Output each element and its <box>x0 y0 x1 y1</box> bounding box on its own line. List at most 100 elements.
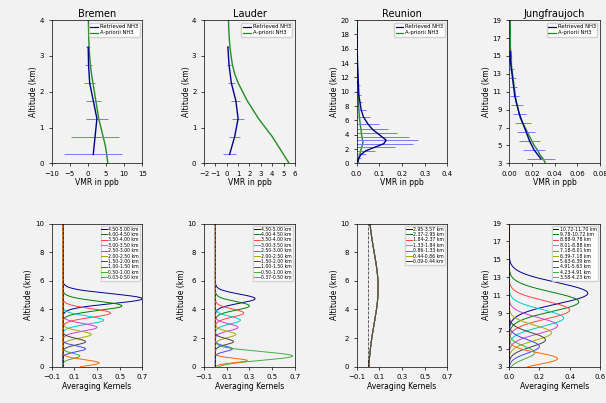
1.84-2.37 km <box>365 364 373 369</box>
9.78-10.72 km <box>507 328 514 332</box>
0.50-1.00 km <box>211 269 219 274</box>
2.37-2.95 km <box>373 269 381 274</box>
Y-axis label: Altitude (km): Altitude (km) <box>24 270 33 320</box>
7.18-8.01 km <box>505 221 513 226</box>
0.50-1.00 km <box>211 299 219 304</box>
Line: 7.18-8.01 km: 7.18-8.01 km <box>509 224 558 367</box>
2.50-3.00 km <box>229 328 236 332</box>
2.37-2.95 km <box>367 221 374 226</box>
7.18-8.01 km <box>505 256 513 261</box>
1.50-2.00 km <box>59 256 67 261</box>
Y-axis label: Altitude (km): Altitude (km) <box>330 270 339 320</box>
0.86-1.33 km <box>373 269 381 274</box>
Y-axis label: Altitude (km): Altitude (km) <box>182 66 190 117</box>
4.23-4.91 km <box>505 221 513 226</box>
10.72-11.70 km <box>562 299 570 304</box>
X-axis label: Averaging Kernels: Averaging Kernels <box>520 382 589 391</box>
0.44-0.86 km <box>374 299 381 304</box>
0.50-1.00 km <box>211 221 219 226</box>
0.37-0.50 km <box>211 299 219 304</box>
8.01-8.88 km <box>514 299 522 304</box>
4.23-4.91 km <box>511 339 518 344</box>
2.50-3.00 km <box>86 328 93 332</box>
6.39-7.18 km <box>505 364 513 369</box>
8.88-9.78 km <box>545 299 553 304</box>
1.50-2.00 km <box>211 269 219 274</box>
4.23-4.91 km <box>505 280 513 285</box>
2.95-3.57 km <box>375 280 382 285</box>
2.00-2.50 km <box>211 280 219 285</box>
4.91-5.63 km <box>505 280 513 285</box>
Line: 4.50-5.00 km: 4.50-5.00 km <box>215 224 255 367</box>
8.88-9.78 km <box>506 280 513 285</box>
3.00-3.50 km <box>59 339 67 344</box>
0.03-0.50 km <box>77 364 84 369</box>
2.50-3.00 km <box>59 280 67 285</box>
8.01-8.88 km <box>505 280 513 285</box>
4.00-4.50 km <box>211 280 219 285</box>
3.50-4.00 km <box>211 256 219 261</box>
1.50-2.00 km <box>59 280 67 285</box>
2.50-3.00 km <box>211 299 219 304</box>
0.09-0.44 km <box>370 328 377 332</box>
4.23-4.91 km <box>508 364 515 369</box>
Y-axis label: Altitude (km): Altitude (km) <box>482 270 491 320</box>
2.00-2.50 km <box>59 269 67 274</box>
0.03-0.50 km <box>59 221 67 226</box>
Title: Lauder: Lauder <box>233 9 267 19</box>
4.50-5.00 km <box>59 269 67 274</box>
Line: 8.88-9.78 km: 8.88-9.78 km <box>509 224 570 367</box>
3.00-3.50 km <box>59 256 67 261</box>
Line: 4.50-5.00 km: 4.50-5.00 km <box>63 224 142 367</box>
0.37-0.50 km <box>211 269 219 274</box>
Title: Bremen: Bremen <box>78 9 116 19</box>
2.37-2.95 km <box>371 256 379 261</box>
4.50-5.00 km <box>59 339 67 344</box>
5.63-6.39 km <box>519 328 527 332</box>
0.50-1.00 km <box>59 221 67 226</box>
4.50-5.00 km <box>211 328 219 332</box>
10.72-11.70 km <box>506 328 513 332</box>
5.63-6.39 km <box>541 339 548 344</box>
5.63-6.39 km <box>505 280 513 285</box>
4.00-4.50 km <box>234 299 241 304</box>
9.78-10.72 km <box>515 280 522 285</box>
3.58-4.23 km <box>505 269 513 274</box>
Y-axis label: Altitude (km): Altitude (km) <box>29 66 38 117</box>
1.00-1.50 km <box>211 364 219 369</box>
4.50-5.00 km <box>59 328 67 332</box>
Legend: 4.50-5.00 km, 4.00-4.50 km, 3.50-4.00 km, 3.00-3.50 km, 2.50-3.00 km, 2.00-2.50 : 4.50-5.00 km, 4.00-4.50 km, 3.50-4.00 km… <box>101 226 140 281</box>
3.58-4.23 km <box>505 299 513 304</box>
8.01-8.88 km <box>505 256 513 261</box>
3.50-4.00 km <box>59 221 67 226</box>
0.44-0.86 km <box>368 339 375 344</box>
1.00-1.50 km <box>59 221 67 226</box>
2.50-3.00 km <box>211 280 219 285</box>
2.95-3.57 km <box>367 221 374 226</box>
0.03-0.50 km <box>59 328 67 332</box>
2.00-2.50 km <box>59 364 67 369</box>
0.86-1.33 km <box>374 299 381 304</box>
1.50-2.00 km <box>59 221 67 226</box>
1.33-1.84 km <box>371 256 379 261</box>
0.50-1.00 km <box>59 269 67 274</box>
0.44-0.86 km <box>373 269 381 274</box>
0.86-1.33 km <box>368 339 375 344</box>
0.50-1.00 km <box>59 339 67 344</box>
8.01-8.88 km <box>507 339 514 344</box>
Line: 3.00-3.50 km: 3.00-3.50 km <box>215 224 241 367</box>
4.00-4.50 km <box>211 269 219 274</box>
1.50-2.00 km <box>211 256 219 261</box>
Line: 2.50-3.00 km: 2.50-3.00 km <box>215 224 238 367</box>
2.50-3.00 km <box>211 269 219 274</box>
Line: 3.50-4.00 km: 3.50-4.00 km <box>215 224 244 367</box>
0.50-1.00 km <box>211 280 219 285</box>
0.44-0.86 km <box>370 328 377 332</box>
3.50-4.00 km <box>211 221 219 226</box>
Legend: Retrieved NH3, A-priorii NH3: Retrieved NH3, A-priorii NH3 <box>547 23 598 37</box>
2.00-2.50 km <box>211 221 219 226</box>
3.00-3.50 km <box>211 256 219 261</box>
4.50-5.00 km <box>211 364 219 369</box>
1.00-1.50 km <box>211 280 219 285</box>
3.50-4.00 km <box>59 339 67 344</box>
